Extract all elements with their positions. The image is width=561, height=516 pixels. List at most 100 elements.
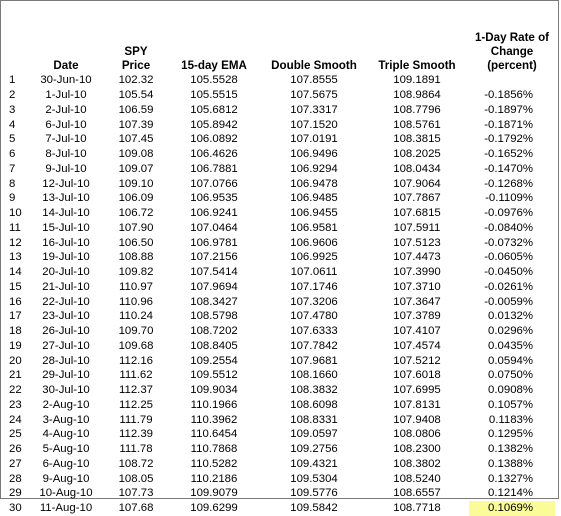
double-smooth-cell: 106.9606 <box>290 236 338 249</box>
ema-cell: 110.1966 <box>190 398 238 411</box>
double-smooth-cell: 106.9485 <box>290 192 338 205</box>
date-cell: 23-Jul-10 <box>42 310 90 323</box>
row-index-cell: 22 <box>9 384 22 397</box>
date-cell: 21-Jul-10 <box>42 280 90 293</box>
price-cell: 112.37 <box>119 384 153 397</box>
double-smooth-cell: 107.0191 <box>290 133 338 146</box>
row-index-cell: 7 <box>9 162 16 175</box>
date-cell: 19-Jul-10 <box>42 251 90 264</box>
header-price: SPY Price <box>107 31 165 73</box>
row-index-cell: 18 <box>9 325 22 338</box>
double-smooth-cell: 107.6333 <box>290 325 338 338</box>
table-row: 28 9-Aug-10 108.05 110.2186 109.5304 108.5240… <box>7 471 555 486</box>
price-cell: 111.62 <box>119 369 153 382</box>
rate-of-change-cell: -0.1792% <box>484 133 533 146</box>
table-row: 18 26-Jul-10 109.70 108.7202 107.6333 107.410… <box>7 324 555 339</box>
date-cell: 27-Jul-10 <box>42 339 90 352</box>
date-cell: 15-Jul-10 <box>42 221 90 234</box>
rate-of-change-cell: 0.1382% <box>488 443 533 456</box>
rate-of-change-table: Date SPY Price 15-day EMA Double Smooth … <box>7 31 555 516</box>
row-index-cell: 10 <box>9 207 22 220</box>
date-cell: 14-Jul-10 <box>42 207 90 220</box>
date-cell: 6-Jul-10 <box>45 118 87 131</box>
date-cell: 9-Jul-10 <box>45 162 87 175</box>
row-index-cell: 28 <box>9 472 22 485</box>
triple-smooth-cell: 108.9864 <box>393 89 441 102</box>
double-smooth-cell: 108.8331 <box>290 413 338 426</box>
rate-of-change-cell: 0.1327% <box>488 472 533 485</box>
rate-of-change-cell: -0.1268% <box>484 177 533 190</box>
price-cell: 106.59 <box>118 103 154 116</box>
ema-cell: 106.9535 <box>190 192 238 205</box>
ema-cell: 107.0464 <box>190 221 238 234</box>
price-cell: 106.09 <box>118 192 154 205</box>
ema-cell: 109.2554 <box>190 354 238 367</box>
row-index-cell: 26 <box>9 443 22 456</box>
double-smooth-cell: 106.9294 <box>290 162 338 175</box>
price-cell: 105.54 <box>118 89 154 102</box>
triple-smooth-cell: 108.3815 <box>393 133 441 146</box>
ema-cell: 110.6454 <box>190 428 238 441</box>
ema-cell: 107.2156 <box>190 251 238 264</box>
triple-smooth-cell: 107.6018 <box>393 369 441 382</box>
ema-cell: 105.6812 <box>190 103 238 116</box>
date-cell: 7-Jul-10 <box>45 133 87 146</box>
rate-of-change-cell: 0.1183% <box>488 413 533 426</box>
triple-smooth-cell: 107.3710 <box>393 280 441 293</box>
ema-cell: 109.9034 <box>190 384 238 397</box>
triple-smooth-cell: 108.6557 <box>393 487 441 500</box>
ema-cell: 110.2186 <box>190 472 238 485</box>
rate-of-change-cell: -0.0450% <box>484 266 533 279</box>
date-cell: 29-Jul-10 <box>42 369 90 382</box>
triple-smooth-cell: 108.5240 <box>393 472 441 485</box>
table-row: 23 2-Aug-10 112.25 110.1966 108.6098 107.8131… <box>7 398 555 413</box>
price-cell: 110.97 <box>119 280 153 293</box>
price-cell: 109.82 <box>118 266 154 279</box>
rate-of-change-cell: 0.1388% <box>488 457 533 470</box>
table-row: 27 6-Aug-10 108.72 110.5282 109.4321 108.3802… <box>7 457 555 472</box>
header-roc-line1: 1-Day Rate of <box>474 31 550 44</box>
row-index-cell: 3 <box>9 103 16 116</box>
triple-smooth-cell: 108.2300 <box>393 443 441 456</box>
double-smooth-cell: 107.4780 <box>290 310 338 323</box>
price-cell: 108.88 <box>118 251 154 264</box>
table-row: 1 30-Jun-10 102.32 105.5528 107.8555 109.1891 <box>7 73 555 88</box>
row-index-cell: 21 <box>9 369 22 382</box>
double-smooth-cell: 108.3832 <box>290 384 338 397</box>
ema-cell: 106.9241 <box>190 207 238 220</box>
table-body: 1 30-Jun-10 102.32 105.5528 107.8555 109.1891… <box>7 73 555 516</box>
ema-cell: 108.8405 <box>190 339 238 352</box>
date-cell: 13-Jul-10 <box>42 192 90 205</box>
triple-smooth-cell: 108.0806 <box>393 428 441 441</box>
double-smooth-cell: 107.1520 <box>290 118 338 131</box>
rate-of-change-cell: -0.1856% <box>484 89 533 102</box>
date-cell: 2-Aug-10 <box>42 398 90 411</box>
date-cell: 30-Jun-10 <box>40 74 92 87</box>
table-row: 4 6-Jul-10 107.39 105.8942 107.1520 108.5761 -… <box>7 117 555 132</box>
date-cell: 2-Jul-10 <box>45 103 87 116</box>
triple-smooth-cell: 109.1891 <box>393 74 441 87</box>
triple-smooth-cell: 107.4574 <box>393 339 441 352</box>
row-index-cell: 17 <box>9 310 22 323</box>
triple-smooth-cell: 107.5123 <box>393 236 441 249</box>
ema-cell: 107.0766 <box>190 177 238 190</box>
row-index-cell: 30 <box>9 502 22 515</box>
triple-smooth-cell: 107.5911 <box>393 221 441 234</box>
rate-of-change-cell: -0.1897% <box>484 103 533 116</box>
header-triple-smooth: Triple Smooth <box>378 59 456 72</box>
row-index-cell: 11 <box>9 221 21 234</box>
double-smooth-cell: 107.3317 <box>290 103 338 116</box>
double-smooth-cell: 109.5842 <box>290 502 338 515</box>
ema-cell: 108.7202 <box>190 325 238 338</box>
row-index-cell: 5 <box>9 133 16 146</box>
double-smooth-cell: 108.1660 <box>290 369 338 382</box>
price-cell: 110.96 <box>119 295 153 308</box>
double-smooth-cell: 106.9581 <box>290 221 338 234</box>
rate-of-change-cell: -0.0605% <box>484 251 533 264</box>
header-date: Date <box>53 59 79 72</box>
table-row: 21 29-Jul-10 111.62 109.5512 108.1660 107.601… <box>7 368 555 383</box>
ema-cell: 106.9781 <box>190 236 238 249</box>
triple-smooth-cell: 107.4107 <box>393 325 441 338</box>
table-row: 30 11-Aug-10 107.68 109.6299 109.5842 108.771… <box>7 500 555 516</box>
ema-cell: 109.9079 <box>190 487 238 500</box>
